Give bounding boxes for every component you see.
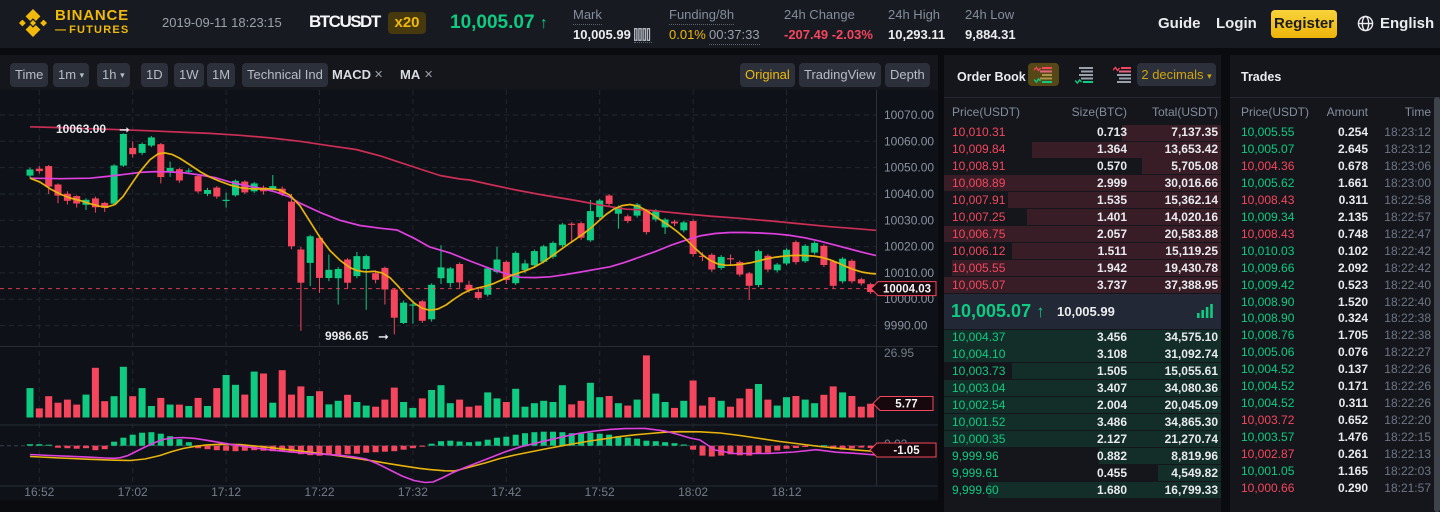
svg-text:17:32: 17:32 bbox=[398, 485, 428, 499]
svg-text:18:12: 18:12 bbox=[771, 485, 801, 499]
svg-text:26.95: 26.95 bbox=[884, 346, 914, 360]
svg-text:16:52: 16:52 bbox=[24, 485, 54, 499]
svg-text:17:02: 17:02 bbox=[118, 485, 148, 499]
svg-text:10004.03: 10004.03 bbox=[883, 284, 931, 296]
svg-text:10063.00: 10063.00 bbox=[56, 122, 106, 136]
svg-text:10050.00: 10050.00 bbox=[884, 161, 934, 175]
svg-text:10020.00: 10020.00 bbox=[884, 240, 934, 254]
svg-text:9986.65: 9986.65 bbox=[325, 329, 369, 343]
svg-text:10060.00: 10060.00 bbox=[884, 134, 934, 148]
svg-text:10030.00: 10030.00 bbox=[884, 213, 934, 227]
svg-text:17:12: 17:12 bbox=[211, 485, 241, 499]
svg-text:10070.00: 10070.00 bbox=[884, 108, 934, 122]
svg-text:17:52: 17:52 bbox=[585, 485, 615, 499]
svg-text:5.77: 5.77 bbox=[895, 399, 917, 411]
svg-text:➞: ➞ bbox=[119, 122, 130, 137]
svg-text:17:22: 17:22 bbox=[304, 485, 334, 499]
svg-text:18:02: 18:02 bbox=[678, 485, 708, 499]
svg-text:10040.00: 10040.00 bbox=[884, 187, 934, 201]
svg-text:➞: ➞ bbox=[378, 329, 389, 344]
svg-text:17:42: 17:42 bbox=[491, 485, 521, 499]
svg-text:9990.00: 9990.00 bbox=[884, 319, 928, 333]
svg-text:-1.05: -1.05 bbox=[893, 445, 920, 457]
svg-text:10010.00: 10010.00 bbox=[884, 266, 934, 280]
